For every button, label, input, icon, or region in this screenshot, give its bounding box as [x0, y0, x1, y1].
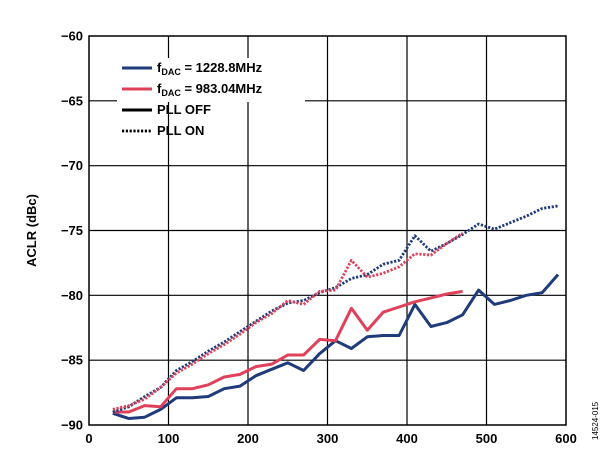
- legend-label: PLL ON: [157, 123, 204, 138]
- y-tick-label: −60: [61, 29, 83, 44]
- plot-frame: [88, 35, 567, 426]
- x-tick-label: 0: [85, 431, 92, 446]
- legend-label: PLL OFF: [157, 102, 211, 117]
- series-line: [112, 231, 464, 411]
- series-line: [112, 289, 463, 414]
- legend-background: [117, 58, 305, 102]
- y-tick-label: −75: [61, 223, 83, 238]
- x-tick-label: 200: [237, 431, 259, 446]
- x-tick-label: 300: [317, 431, 339, 446]
- legend-label: fDAC = 1228.8MHz: [157, 60, 263, 77]
- y-tick-label: −85: [61, 353, 83, 368]
- y-tick-label: −80: [61, 288, 83, 303]
- x-tick-label: 400: [396, 431, 418, 446]
- y-tick-label: −90: [61, 418, 83, 433]
- legend: fDAC = 1228.8MHz fDAC = 983.04MHz PLL OFF P…: [117, 58, 305, 138]
- y-axis-title: ACLR (dBc): [24, 194, 39, 267]
- y-tick-label: −65: [61, 93, 83, 108]
- x-tick-label: 100: [158, 431, 180, 446]
- x-tick-label: 600: [555, 431, 577, 446]
- series-line: [112, 204, 559, 414]
- y-tick-label: −70: [61, 158, 83, 173]
- figure-id: 14524-015: [591, 401, 600, 440]
- legend-label: fDAC = 983.04MHz: [157, 81, 263, 98]
- series-layer: [112, 204, 560, 420]
- tick-labels: 0 100 200 300 400 500 600 −90 −85 −80 −75 −70 −65 −60: [61, 29, 577, 447]
- x-tick-label: 500: [476, 431, 498, 446]
